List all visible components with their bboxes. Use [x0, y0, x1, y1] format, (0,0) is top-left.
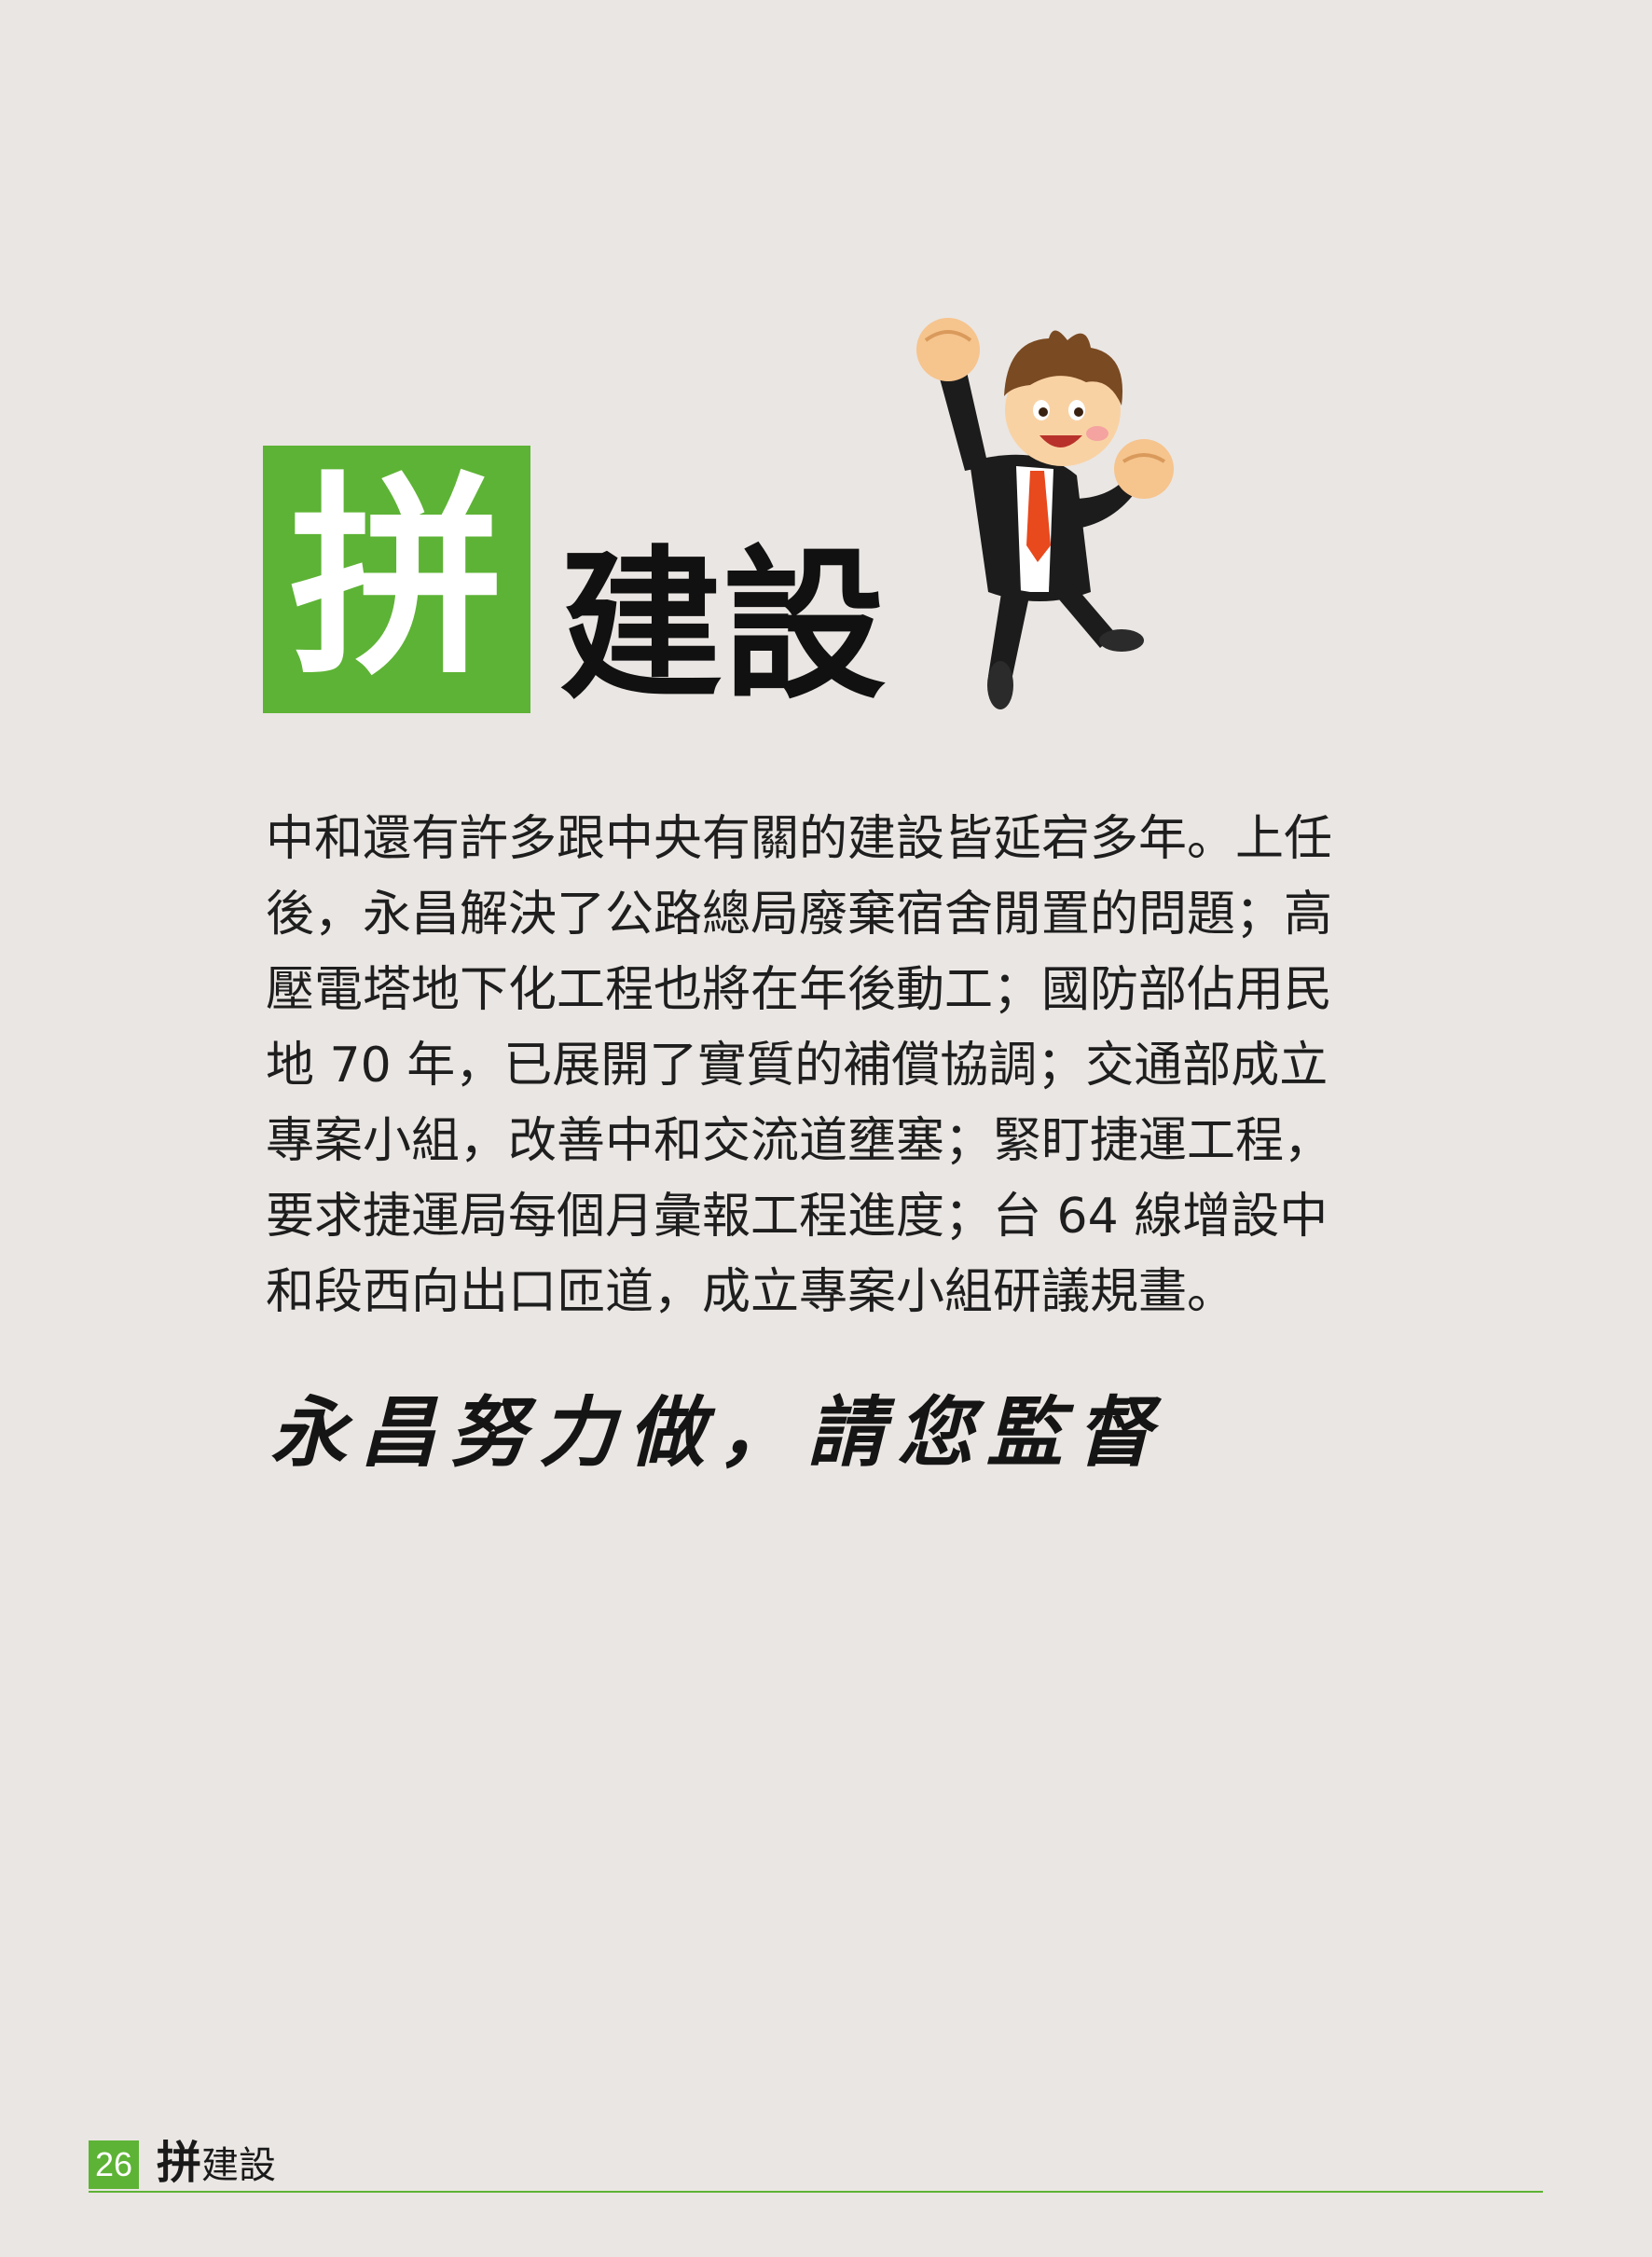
businessman-mascot-icon: [916, 318, 1174, 709]
heading-text: 建設: [559, 532, 886, 722]
slogan: 永昌努力做，請您監督: [270, 1388, 1165, 1478]
body-line: 和段西向出口匝道，成立專案小組研議規畫。: [266, 1264, 1236, 1320]
heading-box-char: 拼: [289, 454, 504, 704]
body-paragraph: 中和還有許多跟中央有關的建設皆延宕多年。上任 後，永昌解決了公路總局廢棄宿舍閒置…: [266, 802, 1384, 1330]
body-line: 中和還有許多跟中央有關的建設皆延宕多年。上任: [266, 811, 1333, 867]
heading-green-box: 拼: [263, 446, 530, 713]
body-line: 地 70 年，已展開了實質的補償協調；交通部成立: [266, 1038, 1328, 1094]
body-line: 後，永昌解決了公路總局廢棄宿舍閒置的問題；高: [266, 887, 1333, 943]
body-line: 壓電塔地下化工程也將在年後動工；國防部佔用民: [266, 962, 1333, 1018]
footer-title-rest: 建設: [201, 2144, 277, 2187]
page-number: 26: [89, 2140, 139, 2189]
body-line: 要求捷運局每個月彙報工程進度；台 64 線增設中: [266, 1189, 1328, 1245]
footer-title-big: 拼: [157, 2137, 202, 2189]
body-line: 專案小組，改善中和交流道壅塞；緊盯捷運工程，: [266, 1113, 1333, 1169]
footer-divider: [89, 2191, 1543, 2193]
footer-title: 拼建設: [157, 2139, 276, 2190]
